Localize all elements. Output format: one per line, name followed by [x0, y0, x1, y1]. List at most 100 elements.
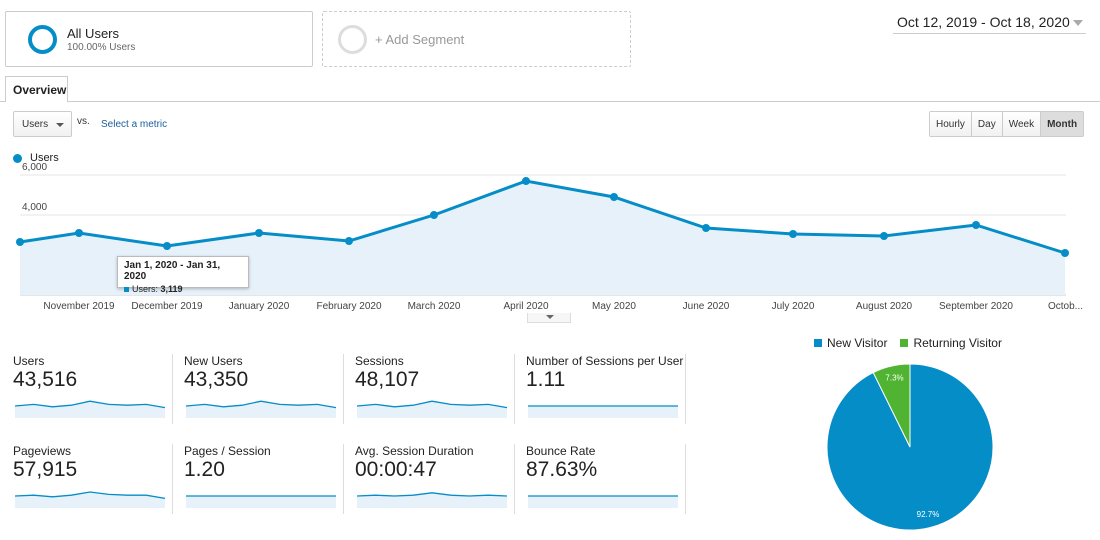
metric-sparkline	[185, 400, 337, 418]
tab-overview[interactable]: Overview	[5, 76, 68, 102]
metric-sparkline	[356, 492, 508, 508]
legend-swatch-returning	[900, 339, 909, 347]
dropdown-caret-icon	[56, 123, 64, 127]
pie-slice-label: 7.3%	[885, 374, 903, 383]
pie-legend-new-label: New Visitor	[827, 336, 888, 350]
sparkline-line	[356, 400, 508, 409]
sparkline-area	[357, 401, 507, 418]
users-data-point	[702, 224, 710, 232]
period-month-button[interactable]: Month	[1041, 112, 1084, 136]
pie-legend-returning: Returning Visitor	[900, 336, 1002, 350]
users-data-point	[972, 221, 980, 229]
metric-value: 87.63%	[526, 458, 598, 481]
tooltip-series-swatch	[124, 286, 129, 292]
sparkline-area	[15, 492, 165, 508]
x-tick-label: July 2020	[772, 301, 815, 312]
metric-sparkline	[356, 400, 508, 418]
users-data-point	[1061, 249, 1069, 257]
metric-label: New Users	[184, 354, 243, 368]
x-tick-label: January 2020	[229, 301, 290, 312]
x-tick-label: February 2020	[316, 301, 381, 312]
metric-label: Sessions	[355, 354, 404, 368]
metric-value: 1.20	[184, 458, 225, 481]
users-data-point	[16, 238, 24, 246]
x-tick-label: August 2020	[856, 301, 913, 312]
x-tick-label: May 2020	[592, 301, 636, 312]
metric-tile[interactable]: Pageviews 57,915	[13, 444, 173, 514]
chart-tooltip: Jan 1, 2020 - Jan 31, 2020 Users: 3,119	[117, 256, 249, 294]
tab-divider	[0, 101, 1100, 102]
pie-legend-returning-label: Returning Visitor	[913, 336, 1002, 350]
legend-users-label: Users	[30, 152, 59, 164]
chevron-down-icon	[546, 315, 554, 319]
users-data-point	[75, 229, 83, 237]
date-range-picker[interactable]: Oct 12, 2019 - Oct 18, 2020	[893, 12, 1086, 34]
metric-tile[interactable]: Sessions 48,107	[355, 354, 515, 424]
visitor-type-pie-chart: 92.7% 7.3%	[826, 363, 994, 531]
users-data-point	[345, 237, 353, 245]
metric-tile[interactable]: Pages / Session 1.20	[184, 444, 344, 514]
segment-subtitle: 100.00% Users	[67, 41, 136, 53]
add-segment-button[interactable]: + Add Segment	[322, 11, 631, 67]
metric-value: 43,516	[13, 368, 78, 391]
metric-tile[interactable]: Bounce Rate 87.63%	[526, 444, 686, 514]
metric-select[interactable]: Users	[13, 111, 72, 137]
sparkline-line	[14, 400, 166, 409]
metric-tile[interactable]: Number of Sessions per User 1.11	[526, 354, 686, 424]
x-tick-label: Octob...	[1048, 301, 1083, 312]
metric-tile[interactable]: Avg. Session Duration 00:00:47	[355, 444, 515, 514]
users-data-point	[163, 242, 171, 250]
chart-legend: Users	[13, 152, 59, 164]
chevron-down-icon	[1073, 20, 1083, 26]
sparkline-area	[15, 401, 165, 418]
metric-tile[interactable]: New Users 43,350	[184, 354, 344, 424]
select-metric-link[interactable]: Select a metric	[101, 119, 168, 130]
segment-ring-icon	[28, 24, 57, 54]
metric-sparkline	[14, 491, 166, 508]
x-tick-label: March 2020	[408, 301, 461, 312]
pie-legend: New Visitor Returning Visitor	[814, 336, 1015, 350]
add-segment-label: + Add Segment	[375, 31, 465, 47]
metric-label: Avg. Session Duration	[355, 444, 474, 458]
chart-collapse-handle[interactable]	[527, 313, 571, 323]
users-data-point	[789, 230, 797, 238]
period-hourly-button[interactable]: Hourly	[930, 112, 972, 136]
metric-label: Pageviews	[13, 444, 72, 458]
users-data-point	[255, 229, 263, 237]
pie-slice-new-visitor	[826, 363, 994, 531]
pie-legend-new: New Visitor	[814, 336, 887, 350]
metric-label: Pages / Session	[184, 444, 271, 458]
x-tick-label: December 2019	[131, 301, 203, 312]
segment-all-users[interactable]: All Users 100.00% Users	[5, 11, 313, 67]
y-tick-label: 4,000	[22, 202, 47, 213]
metric-value: 1.11	[526, 368, 566, 391]
metric-label: Bounce Rate	[526, 444, 596, 458]
metric-sparkline	[186, 495, 336, 508]
users-data-point	[430, 211, 438, 219]
metric-value: 00:00:47	[355, 458, 437, 481]
x-tick-label: June 2020	[683, 301, 730, 312]
sparkline-line	[185, 400, 337, 409]
sparkline-area	[186, 496, 336, 508]
period-week-button[interactable]: Week	[1002, 112, 1042, 136]
x-tick-label: September 2020	[939, 301, 1013, 312]
period-toggle-group: Hourly Day Week Month	[929, 111, 1085, 137]
tooltip-value: 3,119	[160, 284, 183, 294]
tooltip-date: Jan 1, 2020 - Jan 31, 2020	[124, 260, 221, 282]
segment-title: All Users	[67, 25, 120, 41]
pie-slice-label: 92.7%	[917, 510, 940, 519]
sparkline-area	[186, 401, 336, 418]
users-data-point	[522, 177, 530, 185]
users-data-point	[880, 232, 888, 240]
sparkline-line	[14, 491, 166, 500]
metric-sparkline	[14, 400, 166, 418]
add-segment-ring-icon	[338, 24, 367, 54]
metric-tile[interactable]: Users 43,516	[13, 354, 173, 424]
sparkline-area	[528, 496, 678, 508]
period-day-button[interactable]: Day	[971, 112, 1003, 136]
metric-sparkline	[528, 405, 678, 418]
users-area-fill	[20, 181, 1065, 295]
metric-select-label: Users	[22, 119, 49, 130]
pie-slice-returning-visitor	[872, 363, 911, 448]
